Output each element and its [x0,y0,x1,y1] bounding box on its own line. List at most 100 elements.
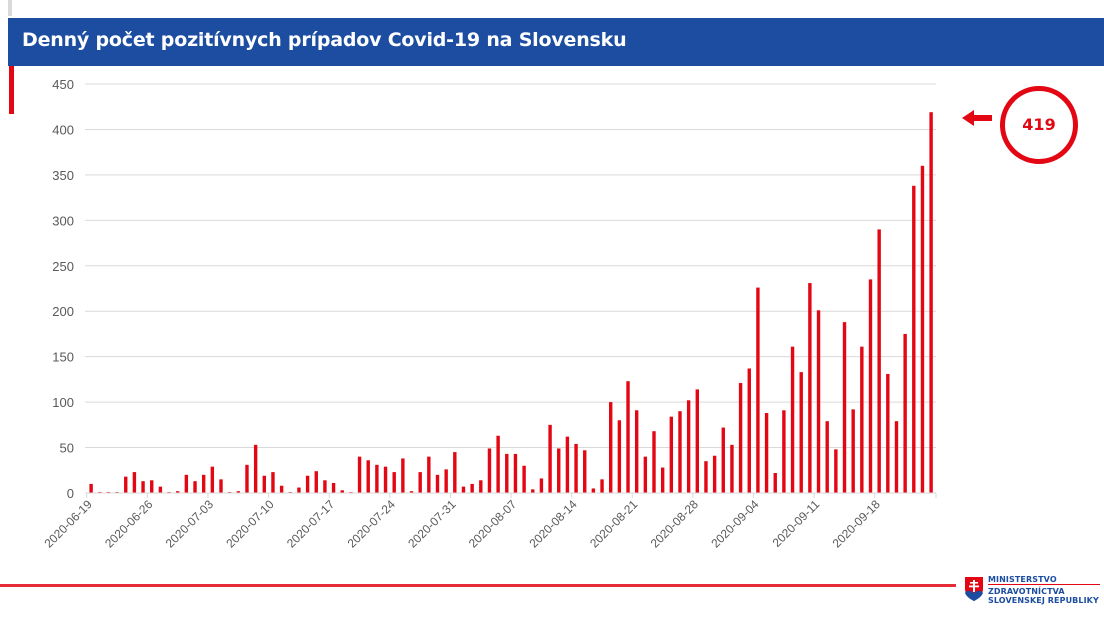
x-tick-label: 2020-07-10 [223,497,277,551]
logo-line-2: ZDRAVOTNÍCTVA [988,587,1065,596]
bar [808,283,812,493]
bar [141,481,145,493]
bar [764,413,769,493]
bar [418,472,422,493]
bar [626,381,630,493]
x-tick-label: 2020-09-11 [770,497,823,550]
x-tick-label: 2020-08-07 [466,497,520,551]
bar [704,461,708,493]
y-axis-ticks: 0 50 100 150 200 250 300 350 400 450 [52,77,74,501]
bar [375,464,379,493]
bar [505,453,509,493]
bar [738,383,743,493]
bar [929,112,933,494]
bar [305,475,310,493]
bar [877,229,881,493]
bar [366,460,370,493]
callout-value: 419 [1022,115,1056,134]
x-tick-label: 2020-06-19 [42,497,96,551]
y-tick-label: 0 [67,486,74,501]
bar [401,458,405,493]
bar [574,443,578,493]
bar [669,416,674,493]
bar [548,424,552,493]
bar [643,456,648,493]
y-tick-label: 250 [52,259,74,274]
bar [851,409,855,493]
bar [357,456,362,493]
bar [297,487,301,493]
bar [279,485,284,493]
bar [583,450,587,493]
bar [860,346,864,493]
bar [652,431,656,493]
bar [816,310,821,493]
x-tick-label: 2020-08-28 [648,497,702,551]
y-tick-label: 300 [52,213,74,228]
top-accent-bar [8,0,12,16]
bar [427,456,431,493]
bar [903,333,907,493]
bar [712,455,717,493]
bar [591,488,596,493]
y-tick-label: 100 [52,395,74,410]
y-tick-label: 200 [52,304,74,319]
bar [158,486,163,493]
bar [210,466,215,493]
bar [686,400,691,493]
bar [124,476,128,493]
y-tick-label: 350 [52,168,74,183]
bar [730,444,734,493]
bar [834,449,838,493]
y-tick-label: 450 [52,77,74,92]
bar [479,480,483,493]
bar [790,346,795,493]
title-bar: Denný počet pozitívnych prípadov Covid-1… [8,18,1104,66]
bar [894,421,899,493]
bar [314,471,318,493]
bar [176,491,180,493]
bar [773,473,777,493]
bar [609,402,613,493]
x-tick-label: 2020-08-21 [587,497,641,551]
bar [132,472,137,493]
bar [617,420,622,493]
bar [695,389,699,493]
arrow-left-icon [962,110,992,126]
bar [409,491,414,493]
x-tick-label: 2020-07-03 [163,497,217,551]
x-tick-label: 2020-07-31 [405,497,459,551]
bar [444,469,448,493]
bar [89,483,93,493]
bar [522,465,526,493]
bar [331,483,336,493]
bar [253,444,258,493]
bar [470,483,474,493]
bar [219,479,223,493]
x-tick-label: 2020-07-24 [345,497,399,551]
value-callout-circle: 419 [1000,86,1078,164]
bar [461,486,466,493]
bar [678,411,682,493]
page-title: Denný počet pozitívnych prípadov Covid-1… [22,29,627,51]
bar [245,464,249,493]
bar [565,436,570,493]
slovak-coat-of-arms-icon [965,577,983,601]
bar [435,474,440,493]
x-tick-label: 2020-07-17 [284,497,338,551]
bar [453,452,457,493]
bar [600,479,604,493]
bar [487,448,492,493]
bar [842,322,847,493]
x-tick-label: 2020-09-18 [830,497,884,551]
bar [799,372,803,493]
bar [531,489,535,493]
logo-rule [988,584,1100,585]
bar [392,472,396,493]
bar [920,165,925,494]
bar [634,410,639,493]
bar [782,410,786,493]
bar [262,475,266,493]
left-accent-bar [9,66,14,114]
